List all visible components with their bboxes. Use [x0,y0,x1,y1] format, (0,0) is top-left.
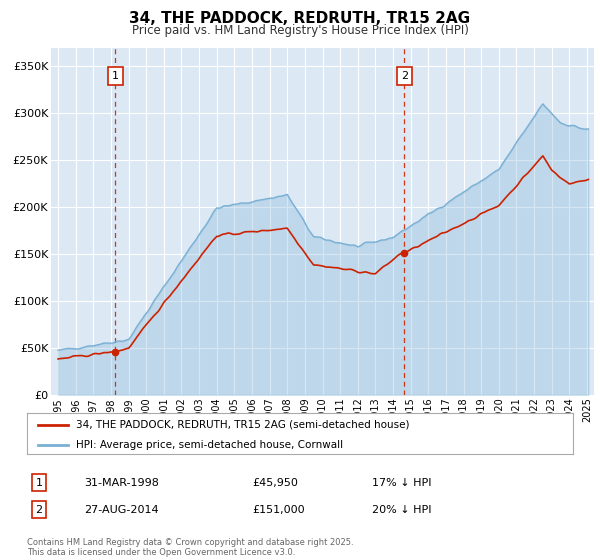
Text: 20% ↓ HPI: 20% ↓ HPI [372,505,431,515]
Text: £151,000: £151,000 [252,505,305,515]
Text: Contains HM Land Registry data © Crown copyright and database right 2025.
This d: Contains HM Land Registry data © Crown c… [27,538,353,557]
Text: 2: 2 [401,71,408,81]
Text: 27-AUG-2014: 27-AUG-2014 [84,505,158,515]
Text: 34, THE PADDOCK, REDRUTH, TR15 2AG (semi-detached house): 34, THE PADDOCK, REDRUTH, TR15 2AG (semi… [76,419,410,430]
Text: 1: 1 [112,71,119,81]
Text: 34, THE PADDOCK, REDRUTH, TR15 2AG: 34, THE PADDOCK, REDRUTH, TR15 2AG [130,11,470,26]
Text: £45,950: £45,950 [252,478,298,488]
Text: HPI: Average price, semi-detached house, Cornwall: HPI: Average price, semi-detached house,… [76,440,343,450]
Text: 31-MAR-1998: 31-MAR-1998 [84,478,159,488]
Text: 1: 1 [35,478,43,488]
Text: Price paid vs. HM Land Registry's House Price Index (HPI): Price paid vs. HM Land Registry's House … [131,24,469,37]
Text: 2: 2 [35,505,43,515]
Text: 17% ↓ HPI: 17% ↓ HPI [372,478,431,488]
